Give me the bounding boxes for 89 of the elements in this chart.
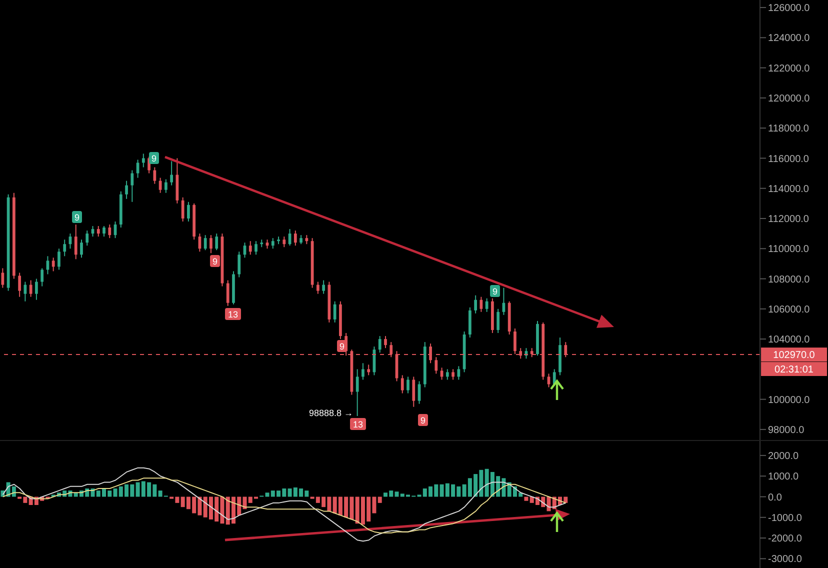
y-tick-label: 120000.0 [768, 93, 810, 104]
ref-line-label: 102970.0 [773, 350, 816, 362]
candlestick [254, 240, 258, 256]
candlestick [248, 240, 252, 256]
annotation: 9 [420, 416, 426, 426]
y-tick-label: 124000.0 [768, 33, 810, 44]
y-tick-label: 1000.0 [768, 472, 800, 483]
candlestick [80, 239, 83, 258]
candlestick [58, 248, 60, 270]
candlestick [434, 356, 438, 374]
candlestick [457, 366, 460, 380]
candlestick [367, 364, 370, 376]
y-tick-label: 112000.0 [768, 214, 810, 226]
annotation: 9 [492, 286, 498, 296]
y-tick-label: 2000.0 [768, 451, 800, 462]
candlestick [29, 280, 32, 298]
y-tick-label: 126000.0 [768, 3, 810, 14]
y-tick-label: 122000.0 [768, 63, 810, 74]
candlestick [362, 362, 364, 380]
candlestick [204, 234, 207, 251]
candlestick [271, 238, 274, 250]
y-tick-label: 114000.0 [768, 184, 810, 195]
candlestick [300, 234, 302, 245]
line-series [2, 478, 566, 534]
candlestick [446, 368, 449, 380]
y-tick-label: 118000.0 [768, 124, 810, 135]
y-tick-label: 0.0 [768, 492, 782, 504]
candlestick [170, 160, 174, 186]
annotation: 13 [228, 310, 238, 320]
candlestick [294, 230, 297, 246]
y-tick-label: 106000.0 [768, 304, 810, 316]
candlestick [226, 280, 230, 306]
candlestick [40, 268, 44, 287]
y-tick-label: -1000.0 [768, 512, 802, 524]
candlestick [1, 268, 4, 288]
candlestick [322, 280, 326, 294]
candlestick [86, 230, 89, 246]
annotation: 9 [74, 212, 80, 222]
candlestick [452, 368, 454, 380]
candlestick [282, 236, 286, 248]
candlestick [142, 153, 145, 168]
bar [524, 496, 528, 501]
candlestick [356, 368, 359, 417]
candlestick [52, 257, 55, 272]
candlestick [187, 201, 190, 222]
candlestick [102, 226, 106, 238]
annotation: 9 [151, 154, 157, 164]
candlestick [333, 300, 336, 323]
text: 02:31:01 [774, 364, 814, 376]
y-tick-label: 116000.0 [768, 154, 810, 165]
candlestick [384, 336, 387, 349]
annotation: 98888.8 → [308, 408, 354, 418]
candlestick [108, 224, 112, 239]
candlestick [63, 239, 66, 257]
candlestick [130, 170, 134, 202]
candlestick [400, 374, 404, 394]
y-tick-label: 98000.0 [768, 425, 805, 436]
candlestick [496, 308, 500, 334]
y-tick-label: 108000.0 [768, 274, 810, 286]
y-tick-label: 104000.0 [768, 334, 810, 346]
y-tick-label: 110000.0 [768, 244, 810, 256]
candlestick [181, 196, 184, 222]
candlestick [164, 178, 168, 194]
candlestick [305, 234, 308, 245]
candlestick [485, 298, 488, 312]
candlestick [514, 328, 516, 355]
candlestick [136, 159, 140, 178]
candlestick [406, 376, 410, 394]
annotation: 9 [339, 342, 345, 352]
candlestick [238, 251, 241, 278]
annotation: 9 [212, 256, 218, 266]
candlestick [210, 234, 212, 254]
candlestick [474, 294, 478, 314]
candlestick [125, 180, 128, 200]
candlestick [412, 376, 416, 408]
y-tick-label: -2000.0 [768, 534, 802, 545]
y-tick-label: -3000.0 [768, 554, 802, 566]
candlestick [153, 166, 156, 184]
candlestick [96, 226, 100, 238]
y-tick-label: 100000.0 [768, 394, 810, 406]
candlestick [316, 281, 320, 294]
candlestick [35, 278, 38, 300]
candlestick [74, 224, 78, 260]
line-series [2, 467, 566, 542]
candlestick [18, 272, 22, 298]
candlestick [215, 233, 218, 251]
bar [378, 496, 382, 503]
annotation: 13 [352, 420, 364, 430]
candlestick [378, 336, 382, 354]
